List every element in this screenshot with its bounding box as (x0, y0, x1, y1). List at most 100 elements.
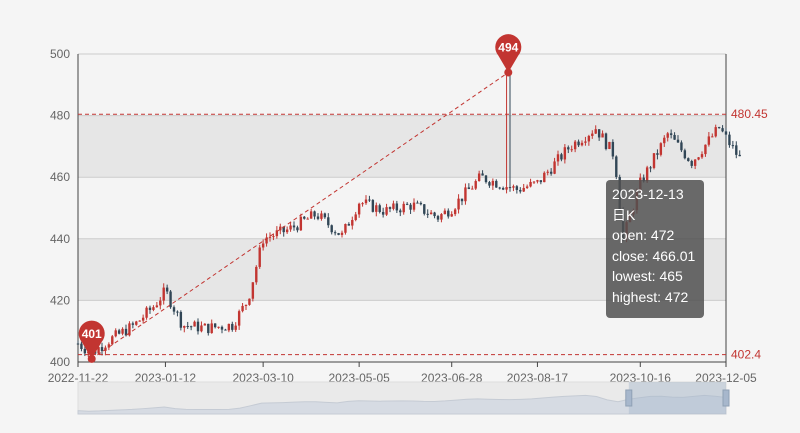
candle-body (224, 329, 227, 331)
candle-body (296, 227, 299, 231)
candle-body (464, 187, 467, 202)
candle-body (378, 205, 381, 212)
candle-body (131, 323, 135, 325)
candle-body (306, 218, 309, 220)
candle-body (450, 214, 453, 217)
candle-body (265, 237, 268, 244)
y-tick-label: 500 (50, 47, 70, 61)
y-tick-label: 400 (50, 355, 70, 369)
candle-body (237, 311, 241, 326)
candle-body (172, 307, 176, 312)
candle-body (405, 203, 409, 205)
candle-body (525, 186, 529, 188)
candle-body (560, 154, 563, 160)
candle-body (176, 311, 179, 313)
candle-body (481, 173, 484, 176)
zoom-handle[interactable] (722, 389, 730, 407)
candle-body (364, 199, 368, 204)
mark-point-label: 494 (498, 40, 518, 54)
zoom-handle[interactable] (625, 389, 633, 407)
candle-body (700, 154, 704, 158)
mark-point-pin[interactable] (495, 34, 522, 73)
candle-body (313, 211, 316, 217)
candle-body (193, 321, 196, 327)
candle-body (285, 229, 289, 233)
candle-body (279, 226, 282, 231)
candle-body (532, 181, 536, 183)
candle-body (615, 156, 618, 177)
candle-body (426, 213, 429, 215)
candle-body (488, 182, 491, 186)
candle-body (100, 347, 104, 351)
candle-body (203, 323, 207, 326)
candle-body (261, 243, 265, 248)
tooltip-series-name: 日K (612, 206, 636, 223)
candle-body (275, 230, 279, 237)
candle-body (707, 136, 711, 145)
candle-body (656, 153, 659, 155)
mark-point-pin[interactable] (78, 320, 105, 359)
candle-body (443, 210, 447, 215)
candle-body (351, 219, 354, 226)
candle-body (344, 224, 347, 233)
candle-body (652, 153, 656, 168)
candle-body (423, 204, 426, 214)
candle-body (97, 347, 100, 354)
candle-body (258, 247, 261, 267)
candle-body (402, 203, 405, 213)
tooltip-open: open: 472 (612, 227, 675, 243)
candle-body (604, 133, 608, 149)
candle-body (268, 236, 272, 238)
candle-body (474, 181, 477, 189)
candle-body (553, 161, 556, 174)
tooltip-lowest: lowest: 465 (612, 268, 683, 284)
candle-body (111, 336, 114, 345)
candle-body (241, 305, 244, 312)
candle-body (580, 142, 584, 146)
candle-body (419, 202, 423, 205)
candle-body (234, 325, 237, 330)
candle-body (522, 187, 525, 192)
candle-body (124, 328, 128, 336)
candle-body (735, 145, 738, 155)
candle-body (207, 323, 210, 334)
candle-body (320, 213, 323, 219)
mark-line-label: 402.4 (731, 348, 761, 362)
candle-body (292, 225, 296, 228)
candle-body (152, 307, 155, 310)
candle-body (83, 348, 87, 354)
candle-body (330, 225, 333, 233)
candle-body (227, 323, 231, 331)
candle-body (728, 134, 731, 146)
y-tick-label: 440 (50, 232, 70, 246)
candle-body (515, 186, 519, 190)
mark-point-label: 401 (82, 327, 102, 341)
candle-body (663, 137, 666, 144)
candle-body (409, 204, 412, 210)
zoom-selected-window[interactable] (628, 382, 726, 414)
candle-body (645, 167, 649, 182)
candle-body (388, 207, 392, 209)
candle-body (440, 214, 443, 220)
candle-body (289, 225, 292, 230)
candle-body (484, 175, 488, 183)
candle-body (114, 330, 117, 337)
candle-body (416, 202, 419, 204)
candle-body (570, 149, 573, 151)
candle-body (611, 141, 615, 157)
candle-body (467, 187, 471, 190)
candle-body (501, 188, 505, 190)
y-tick-label: 480 (50, 109, 70, 123)
candle-body (519, 189, 522, 192)
candle-body (457, 198, 460, 210)
candle-body (512, 186, 515, 188)
candle-body (200, 325, 203, 332)
candle-body (333, 232, 337, 234)
candle-body (217, 326, 220, 328)
candle-body (213, 323, 217, 328)
candle-body (687, 158, 690, 162)
candle-body (145, 307, 148, 318)
candle-body (347, 224, 351, 226)
background-band (78, 54, 726, 116)
